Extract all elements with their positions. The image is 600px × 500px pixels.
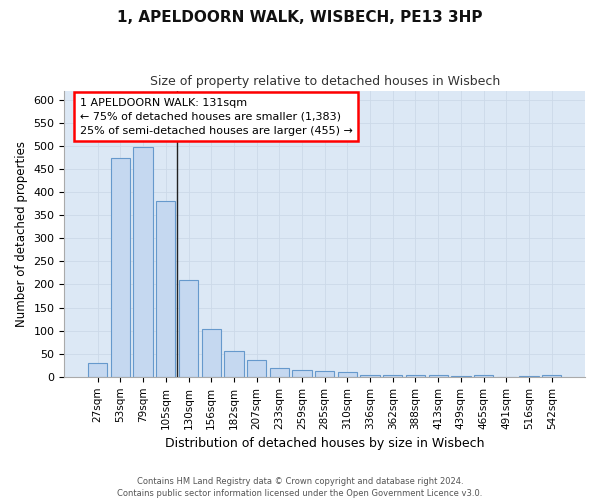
Bar: [88, 363, 107, 377]
Bar: [338, 372, 357, 377]
Bar: [406, 375, 425, 377]
Bar: [202, 329, 221, 377]
Y-axis label: Number of detached properties: Number of detached properties: [15, 140, 28, 326]
Text: Contains HM Land Registry data © Crown copyright and database right 2024.
Contai: Contains HM Land Registry data © Crown c…: [118, 476, 482, 498]
Bar: [133, 148, 153, 377]
Text: 1 APELDOORN WALK: 131sqm
← 75% of detached houses are smaller (1,383)
25% of sem: 1 APELDOORN WALK: 131sqm ← 75% of detach…: [80, 98, 353, 136]
Bar: [292, 370, 311, 377]
Bar: [179, 280, 198, 377]
Text: 1, APELDOORN WALK, WISBECH, PE13 3HP: 1, APELDOORN WALK, WISBECH, PE13 3HP: [117, 10, 483, 25]
Bar: [269, 368, 289, 377]
Title: Size of property relative to detached houses in Wisbech: Size of property relative to detached ho…: [149, 75, 500, 88]
Bar: [542, 375, 562, 377]
Bar: [428, 375, 448, 377]
Bar: [315, 372, 334, 377]
X-axis label: Distribution of detached houses by size in Wisbech: Distribution of detached houses by size …: [165, 437, 484, 450]
Bar: [111, 158, 130, 377]
Bar: [361, 374, 380, 377]
Bar: [224, 352, 244, 377]
Bar: [383, 374, 403, 377]
Bar: [156, 202, 175, 377]
Bar: [474, 375, 493, 377]
Bar: [247, 360, 266, 377]
